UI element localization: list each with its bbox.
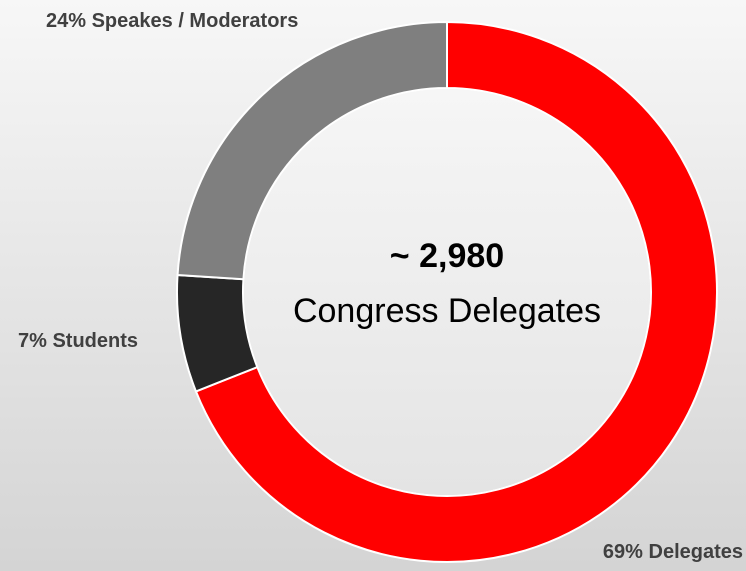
- category-label: Students: [52, 330, 138, 352]
- category-label: Speakes / Moderators: [92, 10, 299, 32]
- value-label: 24%: [46, 10, 86, 32]
- value-label: 69%: [603, 541, 643, 563]
- center-subtitle: Congress Delegates: [293, 292, 601, 330]
- donut-slice: [194, 20, 718, 563]
- slice-label: 69% Delegates: [603, 541, 743, 563]
- donut-slice: [176, 20, 448, 281]
- category-label: Delegates: [649, 541, 744, 563]
- center-title: ~ 2,980: [390, 237, 504, 275]
- slice-label: 7% Students: [18, 330, 138, 352]
- value-label: 7%: [18, 330, 47, 352]
- donut: [176, 20, 718, 563]
- slice-label: 24% Speakes / Moderators: [46, 10, 298, 32]
- donut-hole: [244, 89, 650, 495]
